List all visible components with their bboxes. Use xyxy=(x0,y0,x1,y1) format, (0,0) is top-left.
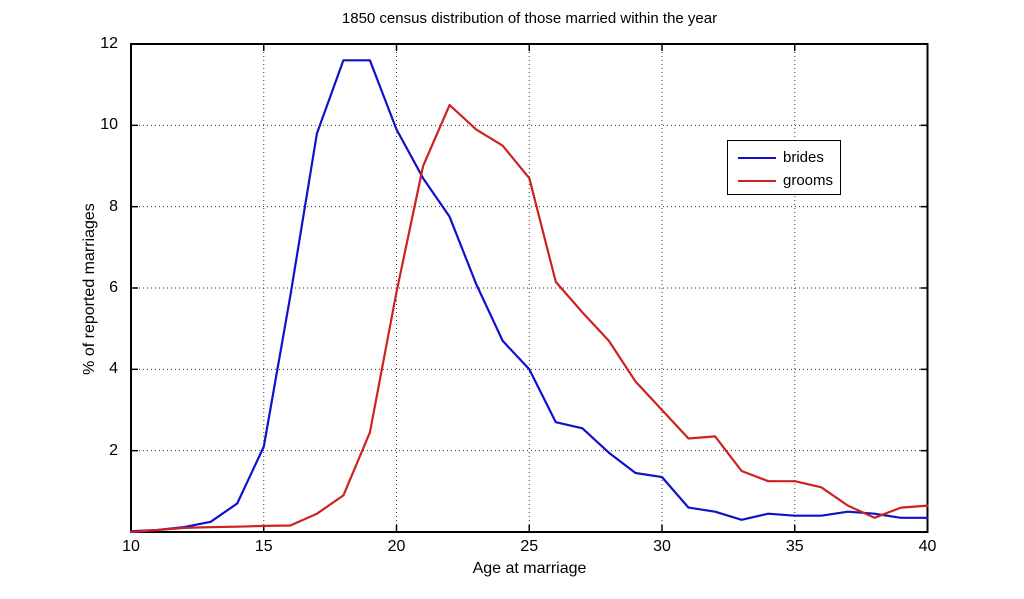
x-tick-label: 35 xyxy=(785,538,804,555)
series-line-brides xyxy=(129,59,929,533)
y-tick-label: 2 xyxy=(109,441,118,459)
legend-item-brides: brides xyxy=(728,146,840,169)
x-axis-label: Age at marriage xyxy=(472,560,587,577)
y-tick-label: 4 xyxy=(109,360,118,378)
x-tick-label: 20 xyxy=(387,538,406,555)
y-tick-label: 12 xyxy=(100,35,118,52)
y-tick-label: 10 xyxy=(100,116,118,134)
axes-box xyxy=(130,43,929,533)
series-line-grooms xyxy=(129,103,929,534)
x-tick-label: 10 xyxy=(122,538,140,555)
y-tick-label: 8 xyxy=(109,197,118,215)
x-tick-label: 40 xyxy=(918,538,937,555)
grooms-line-swatch xyxy=(738,179,776,182)
legend-label-brides: brides xyxy=(783,149,824,166)
x-tick-label: 30 xyxy=(653,538,671,555)
x-tick-label: 15 xyxy=(254,538,273,555)
chart-title: 1850 census distribution of those marrie… xyxy=(341,10,718,27)
x-tick-label: 25 xyxy=(520,538,539,555)
legend-label-grooms: grooms xyxy=(783,172,834,189)
brides-line-swatch xyxy=(738,156,776,159)
legend: brides grooms xyxy=(727,140,841,195)
y-tick-label: 6 xyxy=(109,279,118,296)
legend-item-grooms: grooms xyxy=(728,169,840,192)
